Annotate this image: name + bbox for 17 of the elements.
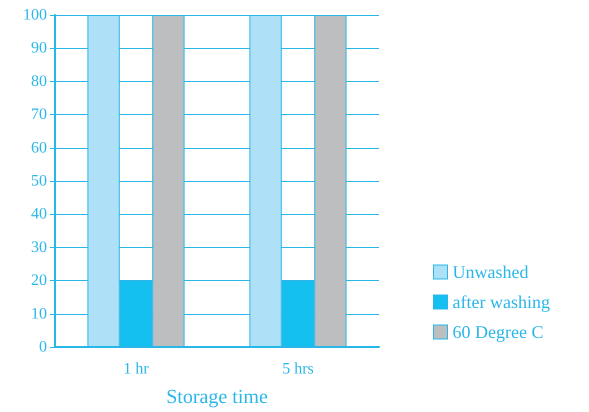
x-tick-label: 1 hr — [123, 360, 150, 378]
y-tick-label: 70 — [31, 106, 47, 124]
y-tick-label: 60 — [31, 139, 47, 156]
y-tick-label: 80 — [31, 72, 47, 90]
y-tick-label: 30 — [31, 238, 47, 256]
y-tick-label: 50 — [31, 172, 47, 190]
x-axis-title: Storage time — [166, 386, 268, 408]
legend-label: Unwashed — [452, 262, 528, 282]
y-tick-label: 0 — [39, 338, 47, 356]
y-tick-label: 100 — [23, 6, 47, 24]
y-tick-label: 90 — [31, 40, 47, 57]
y-tick-label: 10 — [31, 305, 47, 322]
y-tick-label: 20 — [31, 272, 47, 290]
x-tick-label: 5 hrs — [282, 360, 314, 378]
legend-label: after washing — [452, 292, 550, 312]
y-tick-label: 40 — [31, 206, 47, 223]
legend-label: 60 Degree C — [452, 322, 544, 342]
